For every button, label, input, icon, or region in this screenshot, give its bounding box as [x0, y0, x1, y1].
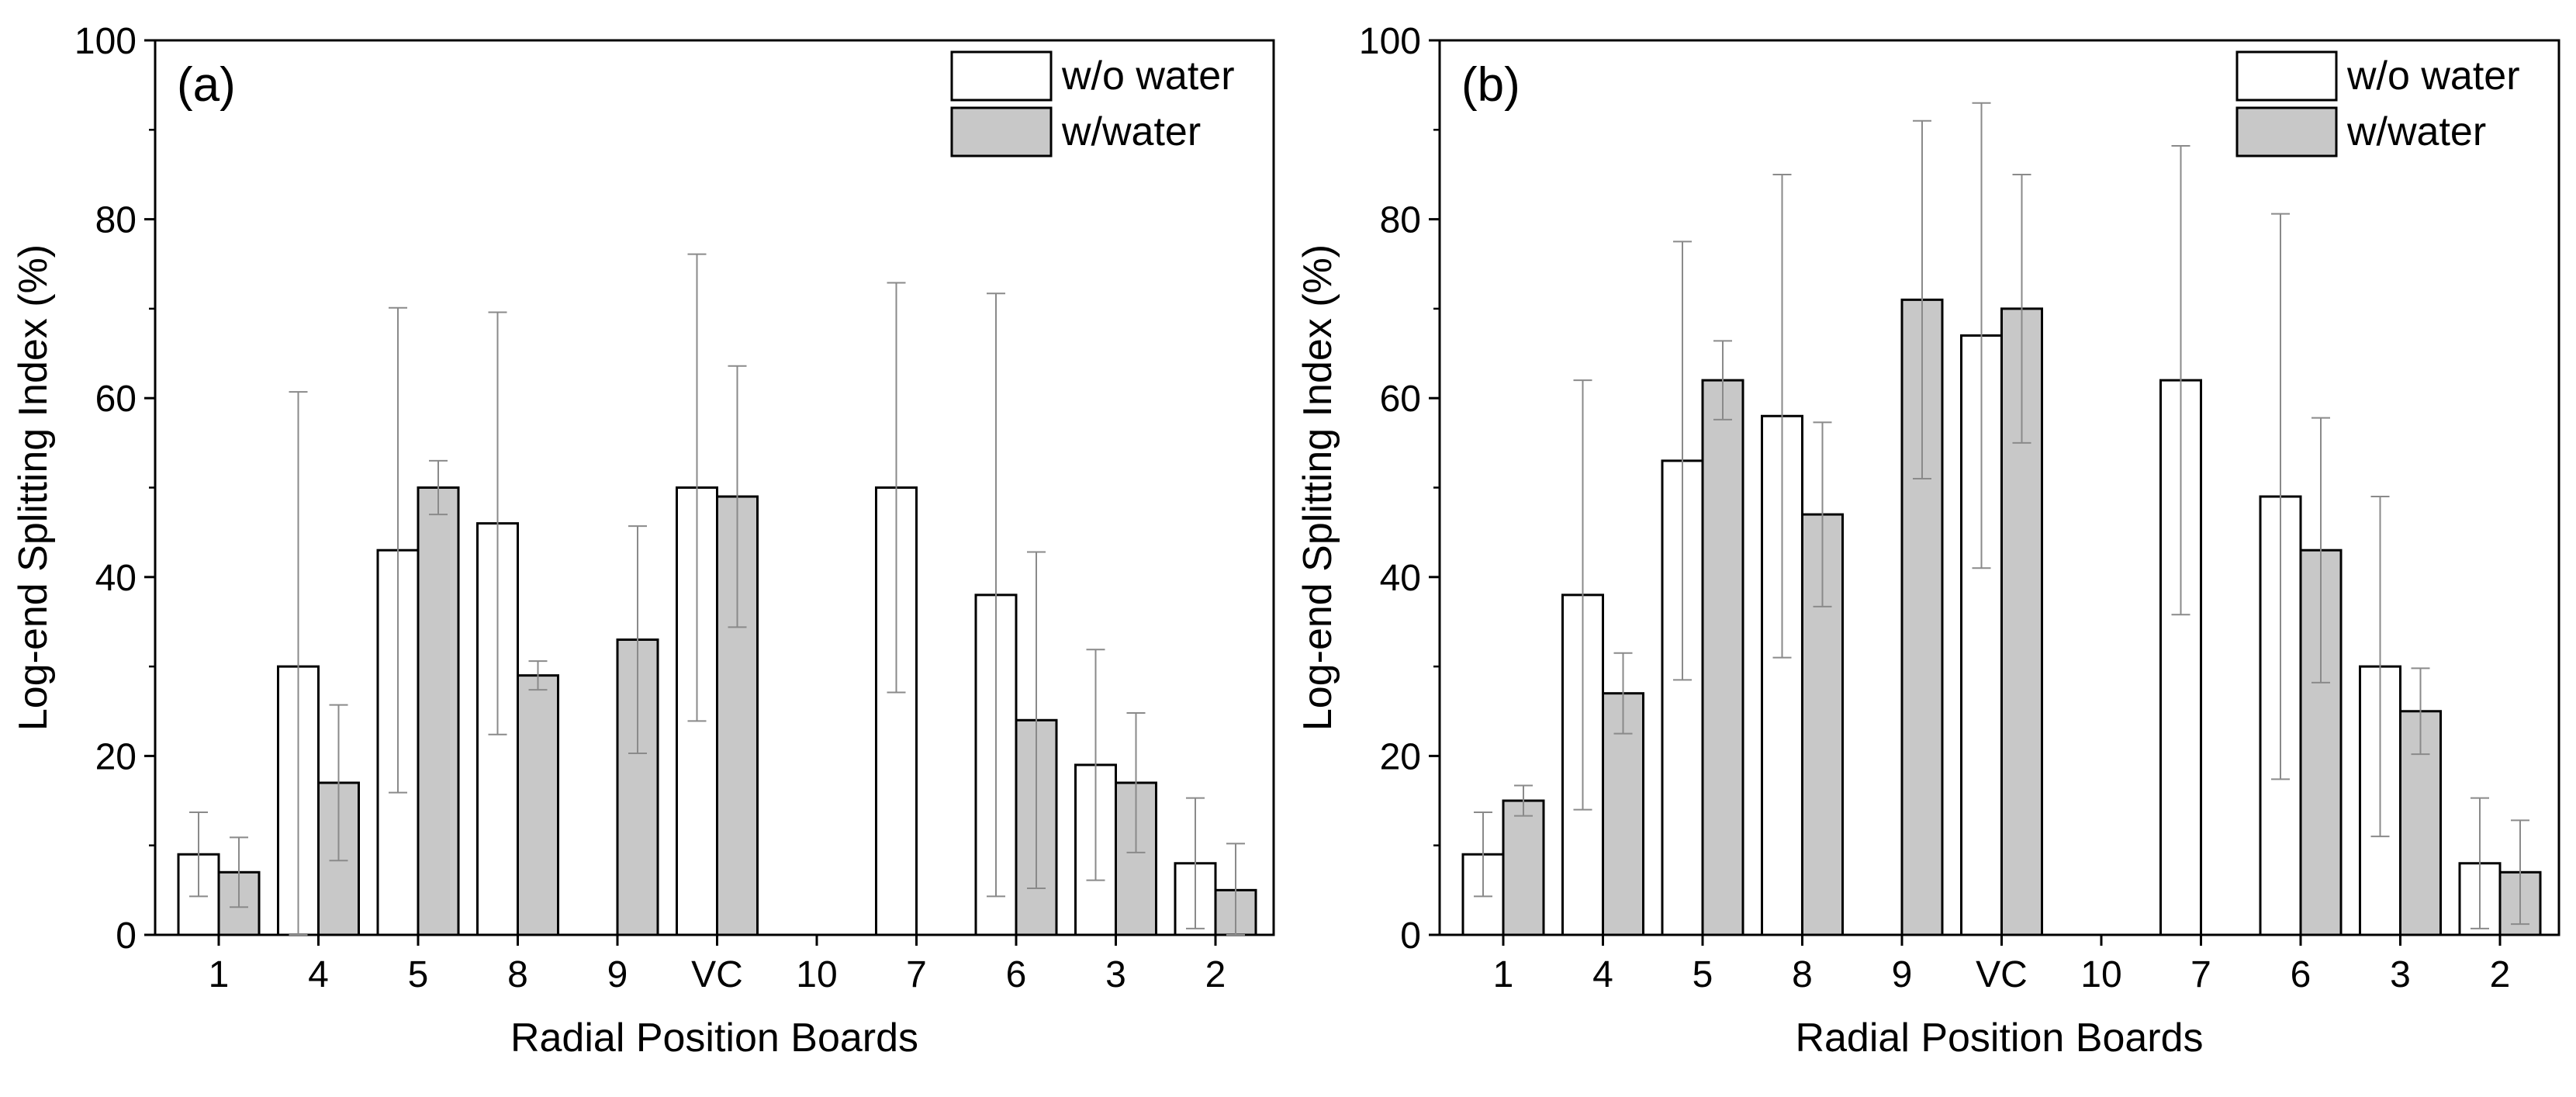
y-tick-label: 80 [1380, 200, 1421, 241]
x-tick-label: 2 [1205, 954, 1226, 995]
x-axis-title: Radial Position Boards [510, 1016, 918, 1061]
panel-label: (b) [1461, 58, 1520, 112]
y-tick-label: 0 [1400, 915, 1421, 957]
y-tick-label: 80 [95, 200, 137, 241]
x-axis-title: Radial Position Boards [1795, 1016, 2203, 1061]
x-tick-label: VC [691, 954, 743, 995]
x-tick-label: 7 [2190, 954, 2211, 995]
x-tick-label: 6 [1006, 954, 1027, 995]
panel-b: 0 20 40 60 80 100 1 4 5 8 9 VC 10 7 6 3 2 Radial Position… [1295, 21, 2560, 1061]
x-tick-label: 10 [2080, 954, 2121, 995]
y-axis-title: Log-end Splitting Index (%) [1295, 244, 1340, 731]
x-tick-label: 5 [1693, 954, 1713, 995]
legend-label: w/o water [1061, 54, 1235, 99]
y-tick-label: 0 [116, 915, 137, 957]
bar [517, 674, 559, 936]
x-tick-label: 8 [507, 954, 528, 995]
y-tick-label: 100 [1359, 21, 1421, 62]
legend-label: w/o water [2346, 54, 2520, 99]
legend-swatch [950, 106, 1053, 157]
legend-label: w/water [1061, 109, 1201, 154]
x-tick-label: 1 [1493, 954, 1514, 995]
x-tick-label: 6 [2291, 954, 2311, 995]
x-tick-label: 4 [1592, 954, 1613, 995]
x-tick-label: 4 [308, 954, 329, 995]
bar [1701, 379, 1744, 936]
x-tick-label: 7 [906, 954, 927, 995]
x-tick-label: 8 [1792, 954, 1813, 995]
y-tick-label: 60 [95, 379, 137, 420]
x-tick-label: VC [1976, 954, 2028, 995]
x-tick-label: 3 [1105, 954, 1126, 995]
legend-swatch [950, 50, 1053, 102]
y-axis-title: Log-end Splitting Index (%) [11, 244, 56, 731]
x-tick-label: 5 [408, 954, 429, 995]
panel-a: 0 20 40 60 80 100 1 4 5 8 9 VC 10 7 6 3 2 Radial Position… [11, 21, 1275, 1061]
x-tick-label: 2 [2490, 954, 2511, 995]
x-tick-label: 9 [607, 954, 628, 995]
y-tick-label: 20 [95, 736, 137, 777]
y-tick-label: 20 [1380, 736, 1421, 777]
bar [2399, 710, 2442, 936]
y-tick-label: 40 [1380, 558, 1421, 599]
y-tick-label: 100 [74, 21, 137, 62]
bar [417, 486, 460, 936]
bar [1502, 799, 1545, 936]
legend-label: w/water [2346, 109, 2486, 154]
x-tick-label: 9 [1892, 954, 1913, 995]
x-tick-label: 1 [209, 954, 230, 995]
legend-swatch [2235, 50, 2338, 102]
y-tick-label: 40 [95, 558, 137, 599]
panel-label: (a) [177, 58, 236, 112]
x-tick-label: 3 [2390, 954, 2411, 995]
x-tick-label: 10 [796, 954, 837, 995]
legend-swatch [2235, 106, 2338, 157]
y-tick-label: 60 [1380, 379, 1421, 420]
